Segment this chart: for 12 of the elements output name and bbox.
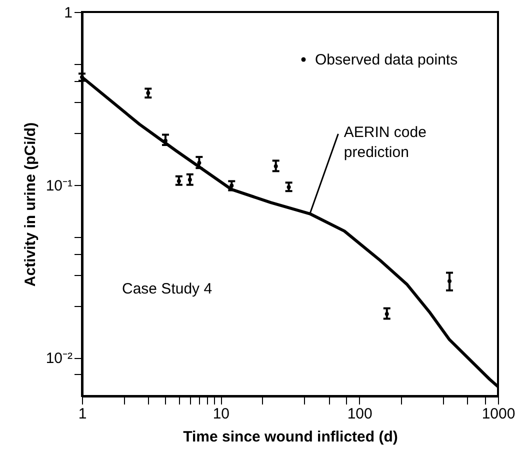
- annotation: AERIN code prediction: [344, 124, 426, 161]
- x-axis-title: Time since wound inflicted (d): [183, 428, 398, 446]
- annotation: Case Study 4: [122, 280, 212, 298]
- x-tick-label: 1000: [482, 406, 516, 422]
- x-tick-label: 100: [347, 406, 372, 422]
- legend-label: Observed data points: [315, 52, 458, 68]
- x-tick-label: 1: [78, 406, 87, 422]
- x-tick-label: 10: [212, 406, 230, 422]
- y-tick-label: 1: [64, 4, 72, 22]
- y-tick-label: 10⁻²: [46, 350, 72, 368]
- y-tick-label: 10⁻¹: [46, 177, 72, 194]
- y-axis-title: Activity in urine (pCi/d): [22, 122, 39, 287]
